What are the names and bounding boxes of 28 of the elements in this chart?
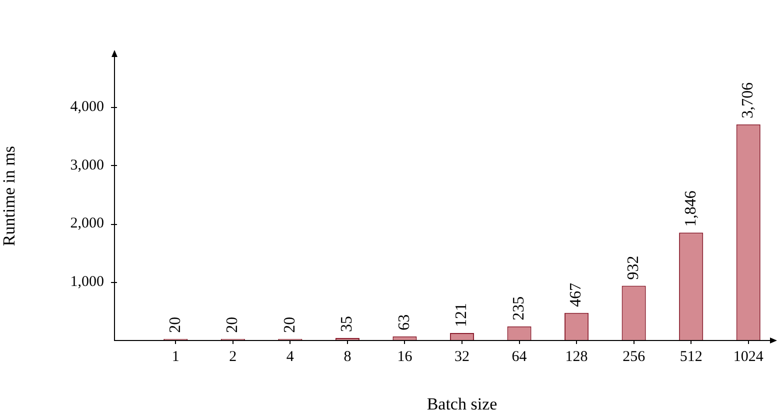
- y-axis-title: Runtime in ms: [0, 146, 19, 246]
- y-tick-label: 3,000: [70, 157, 104, 174]
- x-tick-label: 1: [172, 348, 180, 365]
- x-tick-label: 2: [229, 348, 237, 365]
- y-tick-label: 1,000: [70, 274, 104, 290]
- data-label: 63: [396, 314, 413, 330]
- x-tick-label: 32: [454, 348, 470, 365]
- x-tick-label: 512: [680, 348, 702, 365]
- data-label: 35: [338, 316, 356, 332]
- data-label: 1,846: [682, 190, 700, 227]
- x-tick-label: 16: [397, 348, 413, 365]
- x-tick-label: 8: [344, 348, 352, 365]
- y-tick-label: 2,000: [70, 216, 104, 232]
- x-axis-title: Batch size: [426, 394, 498, 414]
- x-tick-label: 256: [622, 348, 646, 365]
- data-label: 467: [568, 282, 585, 307]
- data-label: 932: [625, 256, 642, 280]
- data-label: 235: [510, 296, 528, 320]
- data-label: 20: [166, 316, 184, 333]
- x-tick-label: 128: [565, 348, 588, 365]
- x-tick-label: 64: [512, 348, 528, 365]
- y-tick-label: 4,000: [70, 99, 104, 116]
- data-label: 121: [453, 302, 470, 327]
- data-label: 20: [224, 316, 242, 333]
- data-label: 20: [281, 316, 298, 333]
- x-tick-label: 4: [286, 348, 294, 365]
- x-tick-label: 1024: [733, 348, 764, 365]
- data-label: 3,706: [740, 82, 757, 118]
